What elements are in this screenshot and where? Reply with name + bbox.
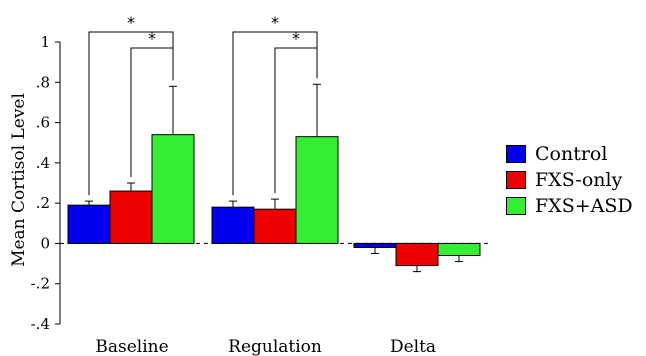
bar	[67, 204, 111, 244]
significance-star: *	[271, 13, 279, 32]
bar	[109, 190, 153, 244]
legend-swatch-fxs-asd	[506, 197, 526, 215]
axes: -.4 -.2 0 .2 .4 .6 .8 1 Baseline Regulation Delta	[31, 33, 488, 356]
significance-star: *	[292, 29, 300, 48]
y-tick-label: 0	[40, 234, 50, 252]
y-tick-label: -.2	[31, 275, 50, 293]
significance-brackets: * * * *	[88, 13, 318, 196]
legend-label-fxs-asd: FXS+ASD	[535, 195, 633, 217]
bar	[151, 134, 195, 244]
x-category-label: Delta	[390, 337, 436, 356]
significance-bracket	[274, 47, 318, 194]
bar	[295, 136, 339, 244]
bar	[395, 242, 439, 267]
bar	[253, 208, 297, 244]
legend-label-control: Control	[535, 143, 608, 165]
bars	[67, 83, 481, 273]
y-tick-label: .2	[36, 194, 50, 212]
y-axis-label: Mean Cortisol Level	[9, 93, 29, 267]
y-tick-label: .8	[36, 73, 50, 91]
legend-label-fxs-only: FXS-only	[535, 169, 623, 191]
legend-swatch-control	[506, 145, 526, 163]
significance-star: *	[127, 13, 135, 32]
y-tick-label: 1	[40, 33, 50, 51]
bar	[211, 206, 255, 244]
bar	[353, 242, 397, 248]
legend-swatch-fxs-only	[506, 171, 526, 189]
y-tick-label: .4	[36, 154, 50, 172]
y-tick-label: .6	[36, 114, 50, 132]
bar	[437, 242, 481, 257]
y-tick-label: -.4	[31, 315, 50, 333]
x-category-label: Regulation	[228, 337, 322, 356]
significance-bracket	[130, 47, 174, 177]
x-category-label: Baseline	[95, 337, 168, 356]
significance-star: *	[148, 29, 156, 48]
